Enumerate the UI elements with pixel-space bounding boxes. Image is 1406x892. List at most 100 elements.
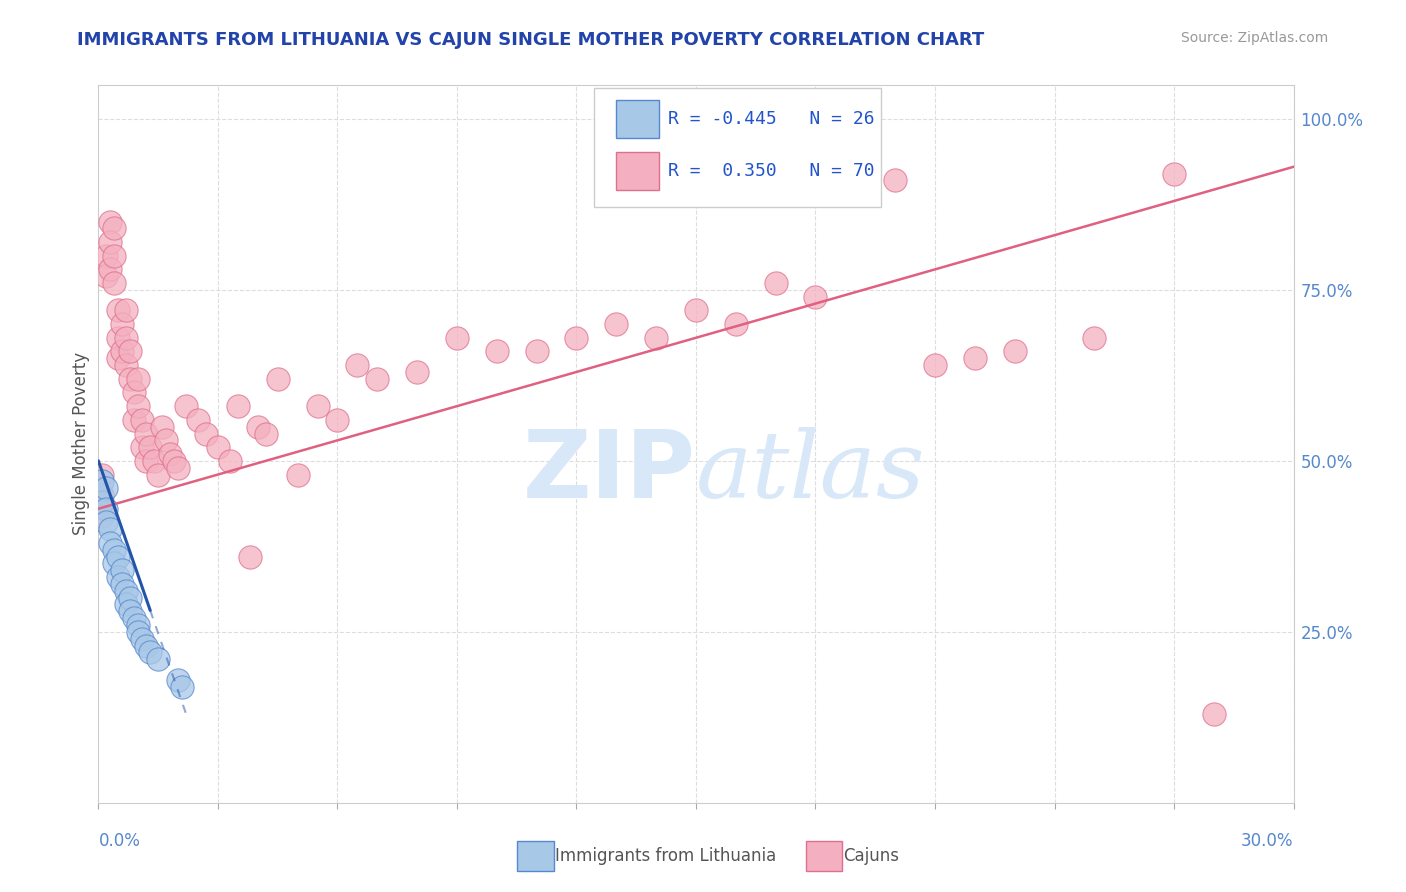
Point [103,221,125,235]
FancyBboxPatch shape [595,88,882,207]
Text: Immigrants from Lithuania: Immigrants from Lithuania [555,847,776,865]
Point [207,440,229,454]
Point [267,372,290,386]
Point [804,290,827,304]
Point [120,372,142,386]
FancyBboxPatch shape [616,100,659,137]
Point [98,262,122,277]
Point [96,269,118,284]
Point [111,563,134,577]
Point [884,173,907,187]
Point [115,358,138,372]
Point [924,358,946,372]
Point [685,303,707,318]
Point [103,249,125,263]
Point [167,460,190,475]
Point [645,331,668,345]
Text: ZIP: ZIP [523,426,696,518]
Point [239,549,262,564]
Point [107,331,129,345]
Point [155,434,177,448]
Point [446,331,468,345]
Point [91,488,114,502]
Text: atlas: atlas [696,427,925,517]
Point [135,639,157,653]
Point [219,454,242,468]
Point [115,303,138,318]
Point [963,351,986,366]
Point [96,481,118,495]
Point [163,454,186,468]
Point [148,467,170,482]
Text: R = -0.445   N = 26: R = -0.445 N = 26 [668,110,875,128]
Point [127,372,149,386]
Point [96,516,118,530]
Point [115,583,138,598]
Point [120,604,142,618]
Point [254,426,277,441]
Point [103,557,125,571]
Point [124,413,146,427]
Point [143,454,166,468]
Point [139,645,162,659]
Text: R =  0.350   N = 70: R = 0.350 N = 70 [668,162,875,180]
Point [1004,344,1026,359]
Point [765,276,787,290]
Point [96,501,118,516]
Point [150,419,173,434]
Point [485,344,508,359]
Text: IMMIGRANTS FROM LITHUANIA VS CAJUN SINGLE MOTHER POVERTY CORRELATION CHART: IMMIGRANTS FROM LITHUANIA VS CAJUN SINGL… [77,31,984,49]
Point [326,413,349,427]
Y-axis label: Single Mother Poverty: Single Mother Poverty [72,352,90,535]
Point [159,447,181,461]
Point [103,542,125,557]
Point [135,454,157,468]
Point [1202,706,1225,721]
Point [246,419,269,434]
Point [526,344,548,359]
Point [172,680,194,694]
Point [111,577,134,591]
Point [111,317,134,331]
Point [107,351,129,366]
Point [135,426,157,441]
Point [127,618,149,632]
Point [131,632,153,646]
Point [124,385,146,400]
Point [107,570,129,584]
Point [131,413,153,427]
Point [131,440,153,454]
Point [195,426,218,441]
Point [174,399,197,413]
Point [120,344,142,359]
Point [406,365,429,379]
Point [107,303,129,318]
Point [115,598,138,612]
Point [103,276,125,290]
Point [98,536,122,550]
Point [1163,167,1185,181]
Point [98,522,122,536]
Point [98,214,122,228]
Point [98,235,122,249]
Point [366,372,388,386]
FancyBboxPatch shape [616,153,659,190]
Text: Source: ZipAtlas.com: Source: ZipAtlas.com [1181,31,1329,45]
Point [91,475,114,489]
Point [91,508,114,523]
Point [1083,331,1105,345]
Point [127,624,149,639]
Point [91,467,114,482]
Text: Cajuns: Cajuns [844,847,900,865]
Point [124,611,146,625]
Point [226,399,249,413]
Point [91,495,114,509]
Point [148,652,170,666]
Point [287,467,309,482]
Text: 30.0%: 30.0% [1241,831,1294,849]
Point [167,673,190,687]
Point [346,358,368,372]
Point [107,549,129,564]
Point [96,249,118,263]
Point [187,413,209,427]
